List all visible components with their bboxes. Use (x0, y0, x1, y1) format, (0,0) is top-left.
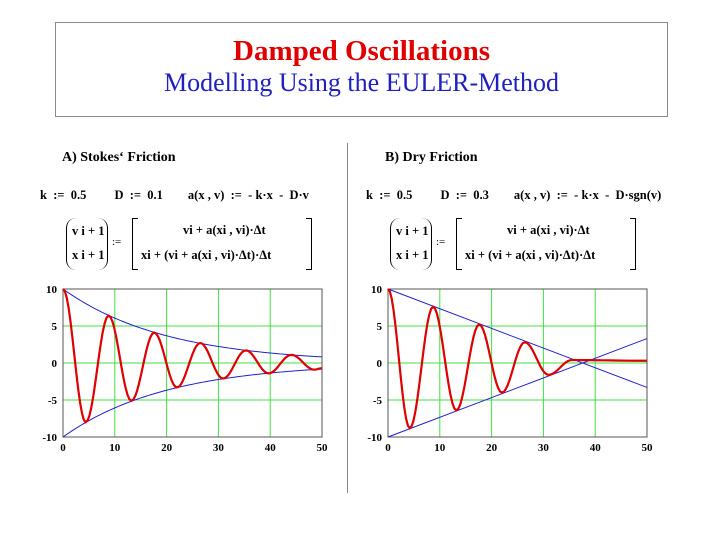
slide-title: Damped Oscillations (233, 35, 490, 67)
title-box: Damped Oscillations Modelling Using the … (55, 22, 668, 117)
rhs-top: vi + a(xi , vi)·Δt (507, 223, 590, 237)
panel-b-heading: B) Dry Friction (385, 150, 478, 165)
lhs-bottom: x i + 1 (396, 248, 429, 262)
y-tick-label: 0 (377, 358, 383, 370)
panel-a-params: k := 0.5 D := 0.1 a(x , v) := - k·x - D·… (40, 188, 309, 202)
y-tick-label: -5 (48, 395, 58, 407)
column-divider (347, 143, 348, 493)
rhs-top: vi + a(xi , vi)·Δt (183, 223, 266, 237)
x-tick-label: 10 (434, 442, 446, 454)
lower-envelope (387, 338, 648, 438)
x-tick-label: 0 (385, 442, 391, 454)
y-tick-label: -10 (367, 432, 382, 444)
plot-frame (387, 288, 648, 438)
lhs-bottom: x i + 1 (72, 248, 105, 262)
x-tick-label: 30 (538, 442, 550, 454)
x-tick-label: 30 (213, 442, 225, 454)
x-tick-label: 20 (161, 442, 173, 454)
x-tick-label: 40 (265, 442, 277, 454)
upper-envelope (62, 288, 323, 358)
y-tick-label: 0 (52, 358, 58, 370)
update-vector: vi + a(xi , vi)·Δt xi + (vi + a(xi , vi)… (456, 218, 636, 270)
y-tick-label: 5 (377, 321, 383, 333)
x-tick-label: 20 (486, 442, 498, 454)
assign-symbol: := (112, 236, 122, 248)
update-vector: vi + a(xi , vi)·Δt xi + (vi + a(xi , vi)… (132, 218, 312, 270)
y-tick-label: 10 (371, 284, 383, 296)
lower-envelope (62, 368, 323, 438)
y-tick-label: -10 (42, 432, 57, 444)
lhs-top: v i + 1 (396, 224, 429, 238)
x-tick-label: 50 (317, 442, 329, 454)
panel-a-heading: A) Stokes‘ Friction (62, 150, 176, 165)
x-tick-label: 0 (60, 442, 66, 454)
x-tick-label: 10 (109, 442, 121, 454)
x-tick-label: 50 (642, 442, 654, 454)
plot-frame (62, 288, 323, 438)
y-tick-label: 10 (46, 284, 58, 296)
panel-b-params: k := 0.5 D := 0.3 a(x , v) := - k·x - D·… (366, 188, 662, 202)
upper-envelope (387, 288, 648, 388)
state-vector: v i + 1 x i + 1 (66, 218, 108, 270)
y-tick-label: -5 (373, 395, 383, 407)
assign-symbol: := (436, 236, 446, 248)
y-tick-label: 5 (52, 321, 58, 333)
x-tick-label: 40 (590, 442, 602, 454)
oscillation-curve (387, 288, 648, 430)
slide-subtitle: Modelling Using the EULER-Method (163, 68, 559, 97)
lhs-top: v i + 1 (72, 224, 105, 238)
oscillation-curve (62, 288, 323, 424)
rhs-bottom: xi + (vi + a(xi , vi)·Δt)·Δt (465, 248, 596, 262)
state-vector: v i + 1 x i + 1 (390, 218, 432, 270)
rhs-bottom: xi + (vi + a(xi , vi)·Δt)·Δt (141, 248, 272, 262)
